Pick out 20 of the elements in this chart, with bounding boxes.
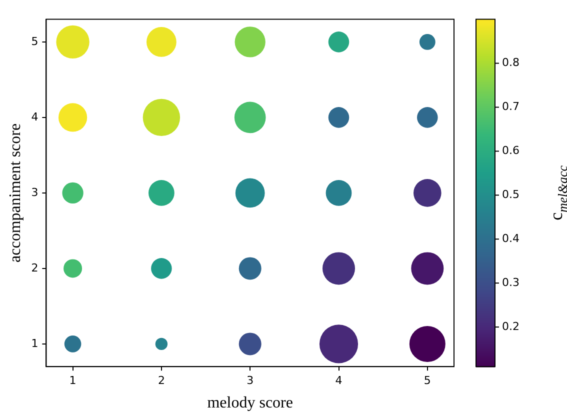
color-bar-label: 0.7 bbox=[502, 100, 520, 114]
x-tick-label: 2 bbox=[158, 374, 165, 388]
x-tick-label: 5 bbox=[424, 374, 431, 388]
x-tick-label: 1 bbox=[69, 374, 76, 388]
y-tick-label: 1 bbox=[31, 336, 38, 350]
color-bar-label: 0.4 bbox=[502, 232, 520, 245]
y-tick-label: 2 bbox=[31, 261, 38, 274]
x-tick-label: 4 bbox=[335, 374, 342, 388]
x-tick-label: 3 bbox=[246, 374, 254, 388]
y-tick-label: 4 bbox=[31, 110, 38, 124]
y-tick-label: 3 bbox=[31, 186, 38, 199]
color-bar-label: 0.3 bbox=[502, 276, 520, 289]
x-axis-title: melody score bbox=[207, 394, 293, 412]
y-tick-label: 5 bbox=[31, 34, 38, 48]
color-bar-label: 0.2 bbox=[502, 320, 520, 333]
color-bar-label: 0.5 bbox=[502, 188, 520, 202]
color-bar-label: 0.8 bbox=[502, 56, 520, 70]
color-bar-title: cmel&acc bbox=[546, 165, 567, 220]
color-bar-label: 0.6 bbox=[502, 144, 520, 158]
y-axis-title: accompaniment score bbox=[6, 123, 24, 262]
